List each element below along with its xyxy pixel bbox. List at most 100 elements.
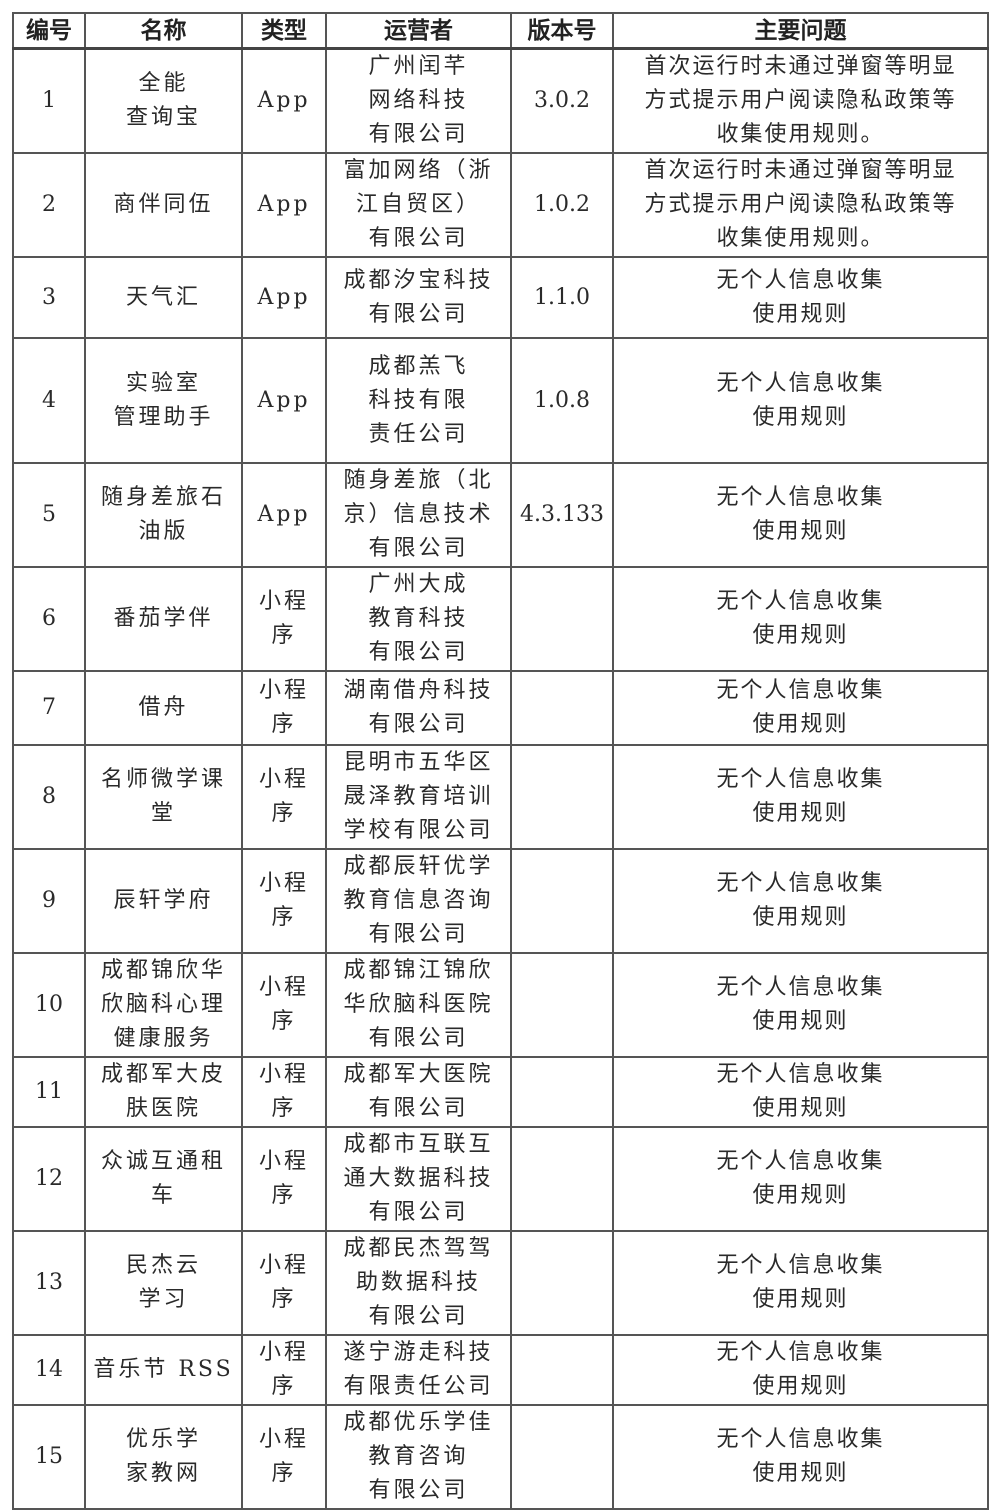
table-row: 14 音乐节 RSS 小程序遂宁游走科技 有限责任公司 无个人信息收集 使用规则 (12, 1334, 989, 1406)
cell-version (510, 566, 614, 672)
cell-issue-line: 无个人信息收集 (716, 267, 885, 293)
cell-no: 12 (12, 1126, 86, 1232)
cell-type-line: 小程 (258, 975, 309, 1000)
cell-operator: 成都军大医院 有限公司 (325, 1056, 512, 1128)
cell-issue-line: 无个人信息收集 (716, 767, 885, 792)
header-issue: 主要问题 (612, 12, 989, 50)
cell-operator-line: 成都优乐学佳 (343, 1410, 494, 1435)
cell-operator-line: 晟泽教育培训 (343, 784, 494, 809)
cell-operator-line: 责任公司 (368, 421, 469, 447)
cell-issue-line: 使用规则 (752, 1009, 849, 1034)
cell-name-line: 肤医院 (125, 1096, 201, 1121)
cell-issue: 无个人信息收集 使用规则 (612, 256, 989, 339)
cell-issue-line: 无个人信息收集 (716, 871, 885, 896)
cell-operator-line: 有限公司 (368, 1304, 469, 1329)
cell-issue-line: 使用规则 (752, 623, 849, 648)
cell-no: 8 (12, 744, 86, 850)
cell-operator-line: 成都汐宝科技 (343, 267, 494, 293)
cell-issue-line: 无个人信息收集 (716, 1340, 885, 1365)
cell-operator-line: 广州大成 (368, 572, 469, 597)
header-version: 版本号 (510, 12, 614, 50)
cell-type: App (241, 256, 327, 339)
cell-name: 成都锦欣华 欣脑科心理 健康服务 (84, 952, 243, 1058)
cell-issue-line: 无个人信息收集 (716, 1149, 885, 1174)
cell-operator: 成都市互联互 通大数据科技 有限公司 (325, 1126, 512, 1232)
cell-type-line: App (257, 284, 311, 310)
table-row: 4 实验室 管理助手 App 成都羔飞 科技有限 责任公司 1.0.8 无个人信息收集 使用规则 (12, 337, 989, 464)
cell-operator: 成都优乐学佳 教育咨询 有限公司 (325, 1404, 512, 1510)
cell-issue: 无个人信息收集 使用规则 (612, 1404, 989, 1510)
cell-operator-line: 有限公司 (368, 1096, 469, 1121)
cell-type: 小程序 (241, 1230, 327, 1336)
cell-operator-line: 成都军大医院 (343, 1062, 494, 1087)
cell-version: 1.1.0 (510, 256, 614, 339)
cell-type-line: 小程 (258, 589, 309, 614)
cell-type-line: 序 (271, 1009, 297, 1034)
cell-issue-line: 使用规则 (752, 1287, 849, 1312)
cell-version: 3.0.2 (510, 47, 614, 154)
cell-operator-line: 昆明市五华区 (343, 750, 494, 775)
cell-issue-line: 收集使用规则。 (716, 122, 885, 147)
cell-type: 小程序 (241, 1126, 327, 1232)
cell-issue-line: 使用规则 (752, 1374, 849, 1399)
cell-issue: 无个人信息收集 使用规则 (612, 1056, 989, 1128)
cell-operator-line: 学校有限公司 (343, 818, 494, 843)
cell-name-line: 天气汇 (125, 284, 201, 310)
cell-name-line: 成都锦欣华 (100, 958, 226, 983)
cell-name-line: 民杰云 (125, 1253, 201, 1278)
cell-type-line: 小程 (258, 1427, 309, 1452)
cell-type: 小程序 (241, 744, 327, 850)
cell-name: 番茄学伴 (84, 566, 243, 672)
cell-issue: 无个人信息收集 使用规则 (612, 566, 989, 672)
cell-no: 4 (12, 337, 86, 464)
cell-no: 9 (12, 848, 86, 954)
cell-issue-line: 使用规则 (752, 712, 849, 737)
cell-operator-line: 有限公司 (368, 1478, 469, 1503)
cell-type: 小程序 (241, 670, 327, 746)
table-row: 8 名师微学课堂小程序昆明市五华区 晟泽教育培训 学校有限公司 无个人信息收集 使用规则 (12, 744, 989, 850)
cell-name-line: 车 (150, 1183, 176, 1208)
cell-version (510, 1126, 614, 1232)
cell-type: 小程序 (241, 566, 327, 672)
cell-type-line: App (257, 192, 311, 217)
cell-operator-line: 湖南借舟科技 (343, 678, 494, 703)
cell-type: 小程序 (241, 1334, 327, 1406)
cell-operator-line: 成都民杰驾驾 (343, 1236, 494, 1261)
cell-type: App (241, 47, 327, 154)
cell-name-line: 音乐节 RSS (93, 1357, 234, 1382)
cell-type-line: 小程 (258, 1253, 309, 1278)
cell-issue-line: 使用规则 (752, 905, 849, 930)
cell-version: 1.0.2 (510, 152, 614, 258)
cell-name-line: 管理助手 (113, 404, 214, 430)
cell-operator-line: 成都锦江锦欣 (343, 958, 494, 983)
cell-operator-line: 有限公司 (368, 640, 469, 665)
cell-operator-line: 广州闰芊 (368, 54, 469, 79)
cell-issue: 无个人信息收集 使用规则 (612, 1126, 989, 1232)
cell-issue-line: 方式提示用户阅读隐私政策等 (644, 88, 957, 113)
cell-issue-line: 无个人信息收集 (716, 678, 885, 703)
cell-name: 借舟 (84, 670, 243, 746)
cell-operator-line: 富加网络（浙 (343, 158, 494, 183)
cell-issue-line: 无个人信息收集 (716, 975, 885, 1000)
cell-operator-line: 有限公司 (368, 226, 469, 251)
table-row: 1 全能 查询宝 App 广州闰芊 网络科技 有限公司 3.0.2 首次运行时未通过弹窗等明显方… (12, 47, 989, 154)
cell-issue: 无个人信息收集 使用规则 (612, 1334, 989, 1406)
cell-no: 6 (12, 566, 86, 672)
cell-issue: 无个人信息收集 使用规则 (612, 462, 989, 568)
cell-name: 辰轩学府 (84, 848, 243, 954)
cell-operator: 成都辰轩优学 教育信息咨询 有限公司 (325, 848, 512, 954)
cell-type: 小程序 (241, 1056, 327, 1128)
cell-name-line: 查询宝 (125, 105, 201, 130)
cell-name: 实验室 管理助手 (84, 337, 243, 464)
cell-type-line: App (257, 387, 311, 413)
cell-operator-line: 通大数据科技 (343, 1166, 494, 1191)
cell-name-line: 实验室 (125, 370, 201, 396)
cell-type-line: 小程 (258, 871, 309, 896)
cell-version (510, 1056, 614, 1128)
cell-name-line: 辰轩学府 (113, 888, 214, 913)
cell-operator-line: 遂宁游走科技 (343, 1340, 494, 1365)
cell-issue-line: 使用规则 (752, 1461, 849, 1486)
header-name: 名称 (84, 12, 243, 50)
cell-type-line: 小程 (258, 767, 309, 792)
cell-name: 音乐节 RSS (84, 1334, 243, 1406)
